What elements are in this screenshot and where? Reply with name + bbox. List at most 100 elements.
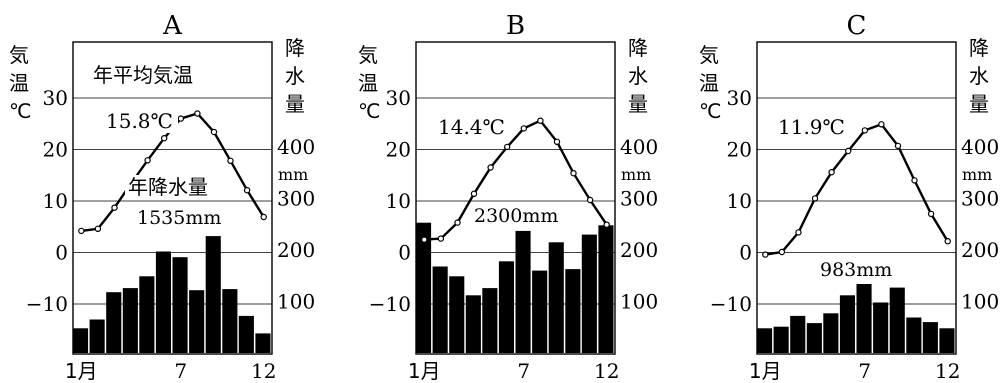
precip-bar (432, 266, 448, 353)
precip-bar (773, 326, 789, 353)
temperature-point (927, 210, 935, 218)
left-tick-label: 20 (727, 138, 752, 162)
right-tick-label: 300 (620, 187, 658, 211)
left-axis-label: 温 (9, 71, 29, 95)
temperature-point (94, 225, 102, 232)
annual-mean-temp-label: 年平均気温 (93, 63, 193, 87)
x-tick-label: 1月 (749, 359, 782, 383)
x-tick-label: 1月 (65, 359, 98, 383)
left-axis-label: 気 (358, 43, 378, 67)
temperature-point (570, 169, 577, 177)
temperature-point (260, 213, 267, 221)
label-background (134, 207, 234, 229)
left-tick-label: 0 (398, 241, 411, 265)
right-tick-label: 300 (961, 187, 999, 211)
left-tick-label: −10 (26, 292, 68, 316)
temperature-point (811, 195, 819, 202)
temperature-point (111, 204, 118, 211)
precip-bar (189, 290, 205, 353)
temperature-point (421, 236, 428, 243)
annual-precip-label: 年降水量 (128, 175, 208, 199)
label-background (436, 116, 510, 139)
temperature-point (586, 196, 594, 204)
temperature-point (537, 117, 544, 124)
temperature-point (194, 110, 201, 117)
chart-title: A (162, 11, 183, 41)
right-axis-unit: mm (621, 165, 651, 184)
left-tick-label: 0 (739, 241, 752, 265)
x-tick-label: 12 (935, 359, 960, 383)
precip-bar (482, 288, 498, 353)
precip-bar (238, 315, 254, 353)
precip-bar (465, 295, 481, 353)
x-tick-label: 12 (251, 359, 276, 383)
temperature-point (454, 219, 461, 226)
temperature-point (861, 127, 869, 134)
temperature-point (911, 177, 918, 184)
right-tick-label: 400 (961, 135, 999, 159)
right-tick-label: 200 (277, 238, 315, 262)
left-axis-label: 温 (358, 71, 378, 95)
precip-bar (757, 328, 773, 353)
precip-bar (205, 236, 221, 353)
temperature-point (144, 157, 151, 164)
left-axis-label: ℃ (358, 99, 380, 123)
right-axis-label: 水 (285, 64, 305, 88)
temperature-point (243, 186, 251, 194)
temperature-line (424, 119, 608, 241)
left-axis-label: ℃ (699, 99, 721, 123)
precip-bar (790, 315, 806, 353)
precip-bar (598, 225, 614, 353)
right-axis-unit: mm (278, 165, 308, 184)
precip-bar (922, 322, 938, 353)
left-tick-label: 10 (43, 189, 68, 213)
right-axis-label: 水 (969, 64, 989, 88)
label-background (125, 175, 217, 199)
left-tick-label: 10 (727, 189, 752, 213)
precip-bar (548, 242, 564, 353)
temperature-point (177, 115, 184, 122)
precip-bar (839, 295, 855, 353)
plot-frame (756, 41, 957, 355)
precip-bar (155, 251, 171, 353)
precip-bar (565, 269, 581, 353)
right-axis-label: 降 (969, 36, 989, 60)
precip-bar (416, 222, 432, 353)
right-tick-label: 400 (620, 135, 658, 159)
left-tick-label: −10 (369, 292, 411, 316)
x-tick-label: 7 (174, 359, 187, 383)
x-tick-label: 1月 (408, 359, 441, 383)
x-tick-label: 7 (517, 359, 530, 383)
left-tick-label: 20 (386, 138, 411, 162)
temperature-point (487, 164, 494, 171)
temperature-point (160, 134, 168, 142)
precip-bar (139, 276, 155, 353)
precip-bar (906, 317, 922, 353)
precip-bar (806, 323, 822, 353)
label-background (776, 116, 850, 139)
x-tick-label: 7 (858, 359, 871, 383)
left-axis-label: ℃ (9, 99, 31, 123)
temperature-point (520, 125, 528, 132)
precip-bar (222, 289, 238, 353)
annual-precip: 983mm (820, 259, 892, 281)
right-tick-label: 300 (277, 187, 315, 211)
left-tick-label: −10 (710, 292, 752, 316)
temperature-point (894, 142, 902, 150)
left-tick-label: 0 (55, 241, 68, 265)
right-tick-label: 400 (277, 135, 315, 159)
annual-mean-temp: 15.8℃ (106, 109, 173, 133)
left-tick-label: 30 (727, 86, 752, 110)
right-tick-label: 100 (277, 290, 315, 314)
precip-bar (498, 261, 514, 353)
chart-title: C (847, 11, 867, 41)
left-axis-label: 気 (9, 43, 29, 67)
right-tick-label: 100 (961, 290, 999, 314)
precip-bar (823, 313, 839, 353)
precip-bar (515, 230, 531, 353)
right-tick-label: 100 (620, 290, 658, 314)
